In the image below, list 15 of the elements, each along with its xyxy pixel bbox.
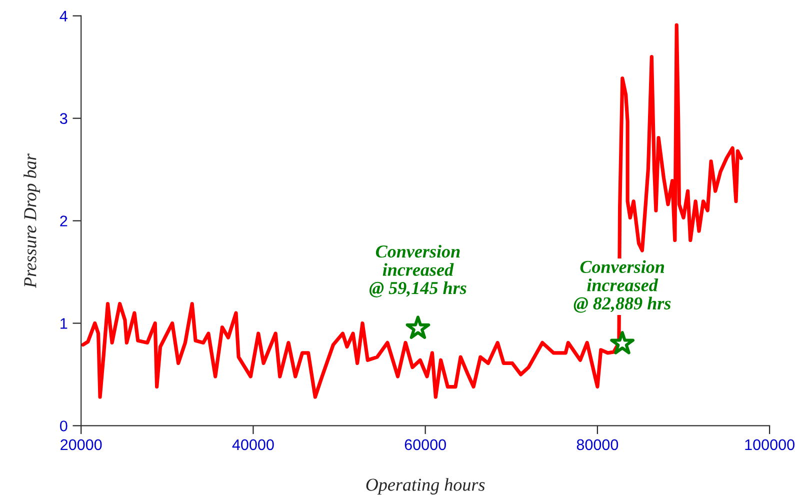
y-tick-label: 4: [60, 10, 68, 22]
y-tick-label: 3: [60, 113, 68, 124]
x-tick-label: 80000: [576, 439, 618, 450]
y-tick-label: 1: [60, 318, 68, 329]
annotation: Conversion increased @ 59,145 hrs: [369, 244, 466, 298]
x-tick-label: 20000: [60, 439, 102, 450]
x-tick-label: 100000: [745, 439, 794, 450]
annotation: Conversion increased @ 82,889 hrs: [574, 260, 671, 313]
y-tick-label: 2: [60, 216, 68, 226]
x-tick-label: 40000: [232, 439, 274, 450]
y-tick-label: 0: [60, 420, 68, 432]
line-series: [81, 23, 743, 399]
x-axis-title: Operating hours: [366, 478, 485, 495]
y-axis-title: Pressure Drop bar: [24, 154, 40, 288]
x-tick-label: 60000: [404, 439, 446, 450]
